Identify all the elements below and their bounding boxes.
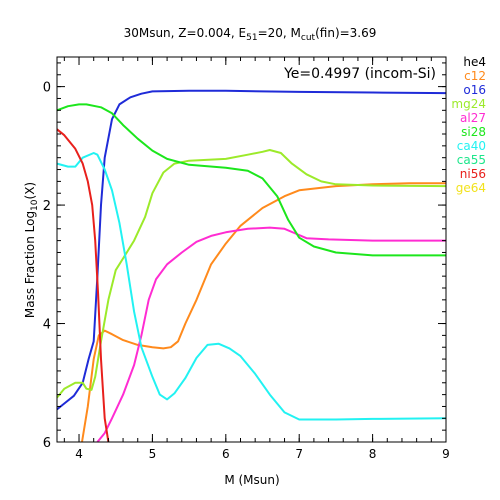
y-tick-label: 0 <box>43 81 51 96</box>
series-line-ca40 <box>56 152 447 421</box>
chart-title-sub-51: 51 <box>246 33 257 43</box>
series-line-mg24 <box>56 149 447 399</box>
x-tick-label: 7 <box>295 447 303 461</box>
x-tick-label: 4 <box>75 447 83 461</box>
y-tick-label: 6 <box>43 436 51 451</box>
legend-item-ge64: ge64 <box>456 181 486 195</box>
series-line-al27 <box>96 226 446 443</box>
y-tick-label: 4 <box>43 318 51 333</box>
legend-item-c12: c12 <box>464 69 486 83</box>
chart-title-main: 30Msun, Z=0.004, E <box>124 26 247 40</box>
legend-item-o16: o16 <box>463 83 486 97</box>
series-line-si28 <box>56 103 446 257</box>
y-axis: 0 2 4 6 <box>43 62 446 451</box>
x-tick-label: 6 <box>222 447 230 461</box>
x-axis-label: M (Msun) <box>224 473 279 487</box>
y-axis-label: Mass Fraction Log10(X) <box>23 182 40 318</box>
legend-item-mg24: mg24 <box>451 97 486 111</box>
plot-series-group <box>56 89 447 443</box>
chart-title-end: (fin)=3.69 <box>315 26 376 40</box>
y-axis-label-end: (X) <box>23 182 37 200</box>
series-line-o16 <box>56 89 447 411</box>
legend-item-ca55: ca55 <box>457 153 486 167</box>
plot-frame <box>56 56 447 443</box>
series-line-c12 <box>81 182 446 443</box>
x-axis: 4 5 6 7 8 9 <box>63 57 450 461</box>
annotation-ye: Ye=0.4997 (incom-Si) <box>283 66 436 82</box>
y-axis-label-sub: 10 <box>30 199 40 211</box>
legend-item-ni56: ni56 <box>460 167 486 181</box>
chart-title-sub-cut: cut <box>301 33 316 43</box>
legend-item-he4: he4 <box>463 55 486 69</box>
legend-item-si28: si28 <box>461 125 486 139</box>
x-tick-label: 5 <box>149 447 157 461</box>
legend-item-al27: al27 <box>460 111 486 125</box>
y-tick-label: 2 <box>43 199 51 214</box>
y-axis-label-main: Mass Fraction Log <box>23 211 37 318</box>
chart-title: 30Msun, Z=0.004, E51=20, Mcut(fin)=3.69 <box>124 26 377 43</box>
legend-item-ca40: ca40 <box>457 139 486 153</box>
series-line-ni56 <box>56 128 110 443</box>
chart-title-mid: =20, M <box>258 26 301 40</box>
x-tick-label: 8 <box>369 447 377 461</box>
x-tick-label: 9 <box>442 447 450 461</box>
svg-text:30Msun, Z=0.004, E51=20, Mcut(: 30Msun, Z=0.004, E51=20, Mcut(fin)=3.69 <box>124 26 377 43</box>
